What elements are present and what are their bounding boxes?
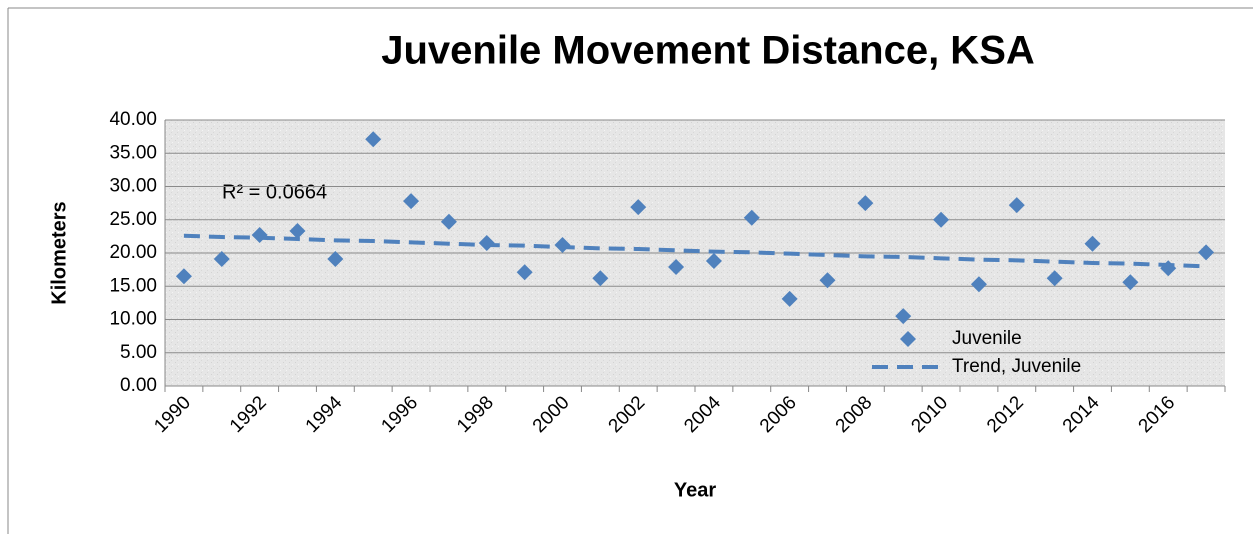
data-point [743,209,760,226]
data-point [781,290,798,307]
y-tick-label: 35.00 [109,142,157,163]
data-point [1198,244,1215,261]
x-tick-label: 2002 [605,392,650,437]
x-tick-label: 1990 [150,392,195,437]
x-tick-label: 2006 [756,392,801,437]
y-axis-label: Kilometers [48,201,70,304]
trend-line [183,233,1207,269]
x-tick-label: 2000 [529,392,574,437]
y-tick-label: 25.00 [109,209,157,230]
data-point [668,258,685,275]
data-point [1008,197,1025,214]
data-point [1084,235,1101,252]
data-point [365,131,382,148]
y-tick-label: 5.00 [120,342,157,363]
data-point [1122,274,1139,291]
legend-label: Juvenile [952,328,1022,349]
legend-label: Trend, Juvenile [952,356,1081,377]
data-point [175,268,192,285]
data-point [819,272,836,289]
y-tick-label: 30.00 [109,176,157,197]
x-axis-label: Year [674,479,716,501]
x-tick-label: 1992 [226,392,271,437]
chart-title: Juvenile Movement Distance, KSA [381,29,1035,73]
x-tick-label: 2008 [832,392,877,437]
x-tick-label: 2010 [907,392,952,437]
data-point [440,213,457,230]
data-point [213,250,230,267]
data-point [857,195,874,212]
y-tick-label: 40.00 [109,109,157,130]
x-tick-label: 2004 [680,392,725,437]
data-point [970,276,987,293]
data-point [630,199,647,216]
data-point [705,252,722,269]
x-tick-label: 2016 [1135,392,1180,437]
data-point [516,264,533,281]
x-tick-label: 2012 [983,392,1028,437]
y-tick-label: 20.00 [109,242,157,263]
data-point [327,250,344,267]
data-point [895,308,912,325]
y-tick-label: 0.00 [120,375,157,396]
data-point [1046,270,1063,287]
x-tick-label: 1998 [453,392,498,437]
annotation: R² = 0.0664 [222,181,327,203]
y-tick-label: 10.00 [109,309,157,330]
y-tick-label: 15.00 [109,275,157,296]
x-tick-label: 1996 [377,392,422,437]
data-point [403,193,420,210]
data-point [933,211,950,228]
legend-marker [900,331,916,347]
data-point [592,270,609,287]
data-point [289,223,306,240]
x-tick-label: 2014 [1059,392,1104,437]
x-tick-label: 1994 [302,392,347,437]
